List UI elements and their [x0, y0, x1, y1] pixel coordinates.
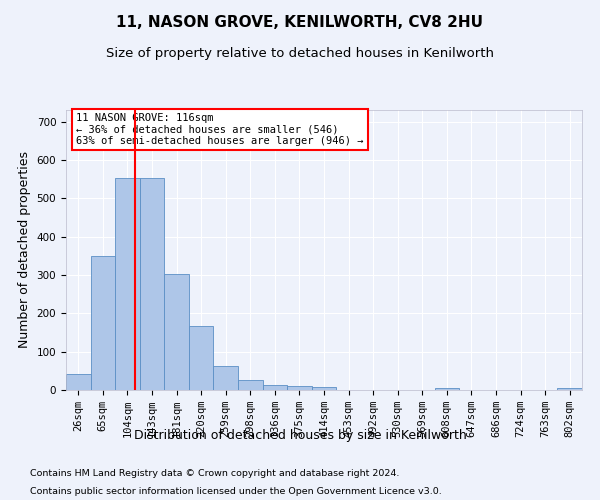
Bar: [434, 388, 459, 390]
Bar: [263, 386, 287, 390]
Text: Contains public sector information licensed under the Open Government Licence v3: Contains public sector information licen…: [30, 487, 442, 496]
Bar: [66, 374, 91, 390]
Bar: [287, 386, 312, 390]
Text: 11, NASON GROVE, KENILWORTH, CV8 2HU: 11, NASON GROVE, KENILWORTH, CV8 2HU: [116, 15, 484, 30]
Bar: [140, 178, 164, 390]
Bar: [214, 366, 238, 390]
Bar: [312, 388, 336, 390]
Bar: [238, 380, 263, 390]
Y-axis label: Number of detached properties: Number of detached properties: [18, 152, 31, 348]
Text: 11 NASON GROVE: 116sqm
← 36% of detached houses are smaller (546)
63% of semi-de: 11 NASON GROVE: 116sqm ← 36% of detached…: [76, 113, 364, 146]
Text: Size of property relative to detached houses in Kenilworth: Size of property relative to detached ho…: [106, 48, 494, 60]
Bar: [91, 256, 115, 390]
Bar: [115, 178, 140, 390]
Bar: [189, 326, 214, 390]
Text: Contains HM Land Registry data © Crown copyright and database right 2024.: Contains HM Land Registry data © Crown c…: [30, 468, 400, 477]
Text: Distribution of detached houses by size in Kenilworth: Distribution of detached houses by size …: [134, 428, 466, 442]
Bar: [164, 274, 189, 390]
Bar: [557, 388, 582, 390]
